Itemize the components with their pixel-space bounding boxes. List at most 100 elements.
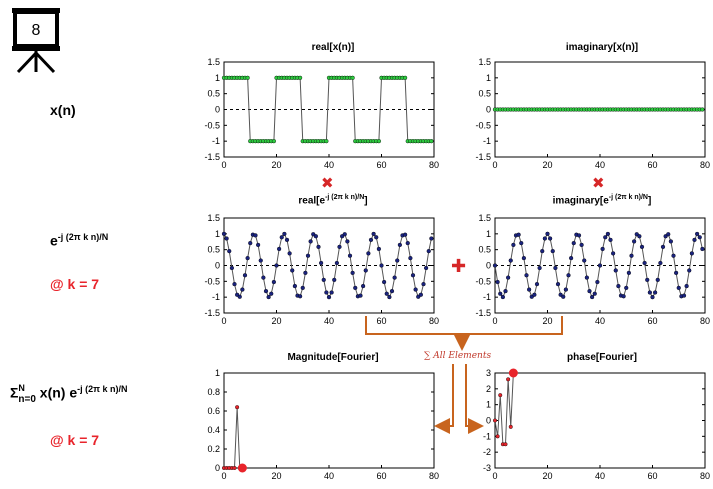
data-point (379, 263, 384, 268)
y-tick-label: 1 (486, 73, 491, 83)
x-tick-label: 80 (429, 316, 439, 326)
data-point (308, 239, 313, 244)
y-tick-label: -1 (212, 136, 220, 146)
y-tick-label: 1.5 (207, 57, 220, 67)
x-tick-label: 60 (647, 471, 657, 481)
exponential-label: e-j (2π k n)/N (50, 232, 108, 249)
data-point (540, 249, 545, 254)
data-point (689, 251, 694, 256)
data-point (655, 277, 660, 282)
data-point (503, 289, 508, 294)
data-point (629, 253, 634, 258)
data-point (687, 268, 692, 273)
imag-e-title-base: imaginary[e (552, 195, 609, 207)
y-tick-label: 0 (215, 105, 220, 115)
data-point (700, 107, 705, 112)
data-point (603, 235, 608, 240)
sum-upper: N (18, 383, 25, 393)
data-point (524, 273, 529, 278)
data-point (658, 260, 663, 266)
data-point (298, 294, 303, 299)
data-point (303, 270, 308, 275)
data-point (319, 260, 324, 266)
data-point (248, 241, 253, 246)
y-tick-label: 0 (215, 261, 220, 271)
data-point (284, 237, 290, 242)
data-point (274, 263, 279, 268)
data-point (555, 282, 561, 287)
data-point (358, 293, 363, 298)
data-point (550, 249, 555, 254)
data-point (277, 246, 282, 252)
y-tick-label: 0 (215, 463, 220, 473)
data-point (258, 258, 263, 263)
data-point (495, 279, 500, 285)
data-point (642, 260, 647, 266)
plot-imag-e: -1.5 -1 -0.5 0 0.5 1 1.5 0 20 40 60 80 (475, 213, 710, 326)
x-tick-label: 40 (324, 316, 334, 326)
y-tick-label: 0.5 (207, 245, 220, 255)
x-tick-label: 40 (595, 471, 605, 481)
data-point (500, 294, 505, 300)
x-tick-label: 60 (376, 316, 386, 326)
data-point (232, 282, 237, 287)
x-tick-label: 40 (324, 160, 334, 170)
data-point (329, 290, 334, 295)
y-tick-label: 0.5 (478, 89, 491, 99)
y-tick-label: -0.5 (204, 276, 220, 286)
data-point (368, 237, 374, 242)
y-tick-label: 0 (486, 261, 491, 271)
x-tick-label: 20 (542, 471, 552, 481)
plot-title-magnitude: Magnitude[Fourier] (287, 352, 379, 363)
data-point (235, 405, 240, 410)
data-point (561, 294, 566, 299)
data-point (595, 279, 600, 285)
data-point (495, 434, 500, 439)
data-point (405, 241, 410, 246)
data-point (616, 283, 621, 289)
imag-e-title-end: ] (648, 195, 652, 207)
sum-symbol: Σ (10, 384, 19, 401)
data-point (332, 277, 337, 282)
x-tick-label: 20 (542, 160, 552, 170)
data-point (626, 270, 631, 275)
data-point (608, 237, 613, 242)
highlight-point (237, 463, 247, 473)
y-tick-label: 0 (486, 105, 491, 115)
data-point (582, 258, 587, 263)
y-tick-label: 1.5 (478, 57, 491, 67)
data-point (410, 273, 416, 278)
y-tick-label: -1 (483, 431, 491, 441)
data-point (326, 295, 332, 300)
to-phase-arrow (465, 364, 484, 434)
data-point (584, 275, 589, 280)
data-point (429, 236, 434, 241)
data-point (566, 273, 571, 278)
sum-all-elements-label: ∑ All Elements (424, 351, 492, 361)
data-point (282, 231, 287, 237)
data-point (542, 236, 547, 241)
data-point (376, 246, 381, 252)
data-point (695, 231, 700, 237)
x-tick-label: 0 (492, 160, 497, 170)
data-point (511, 242, 516, 248)
x-tick-label: 40 (595, 316, 605, 326)
data-point (408, 256, 413, 261)
data-point (697, 235, 702, 240)
x-tick-label: 40 (595, 160, 605, 170)
data-point (403, 232, 408, 237)
data-point (645, 277, 650, 282)
data-point (245, 75, 250, 80)
x-tick-label: 60 (376, 160, 386, 170)
data-point (271, 139, 276, 144)
x-tick-label: 40 (324, 471, 334, 481)
data-point (592, 291, 597, 296)
y-tick-label: 1.5 (478, 213, 491, 223)
data-point (290, 268, 295, 273)
data-point (579, 242, 584, 248)
y-tick-label: 2 (486, 384, 491, 394)
x-tick-label: 0 (492, 316, 497, 326)
data-point (418, 292, 423, 297)
data-point (613, 268, 618, 273)
